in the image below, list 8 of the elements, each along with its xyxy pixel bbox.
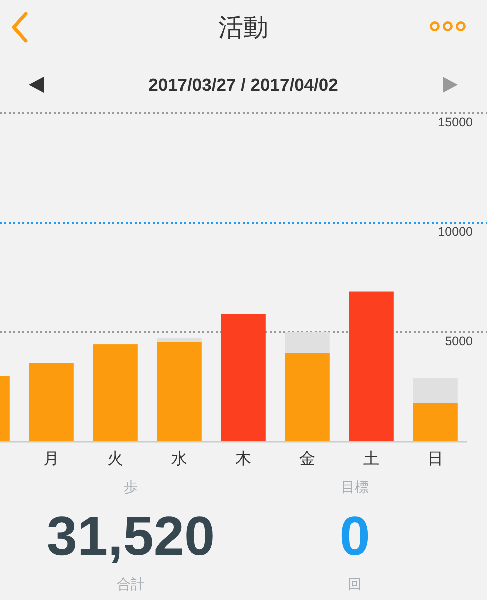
subtitle: 2017/03/27 / 2017/04/02 [148,75,338,95]
title: 活動 [218,14,268,42]
annotation: 合計 [117,576,145,592]
annotation: 歩 [124,479,138,495]
annotation: 目標 [341,479,369,495]
annotation: 回 [348,576,362,592]
annotation: 31,520 [46,505,216,567]
annotation: 0 [340,505,370,567]
